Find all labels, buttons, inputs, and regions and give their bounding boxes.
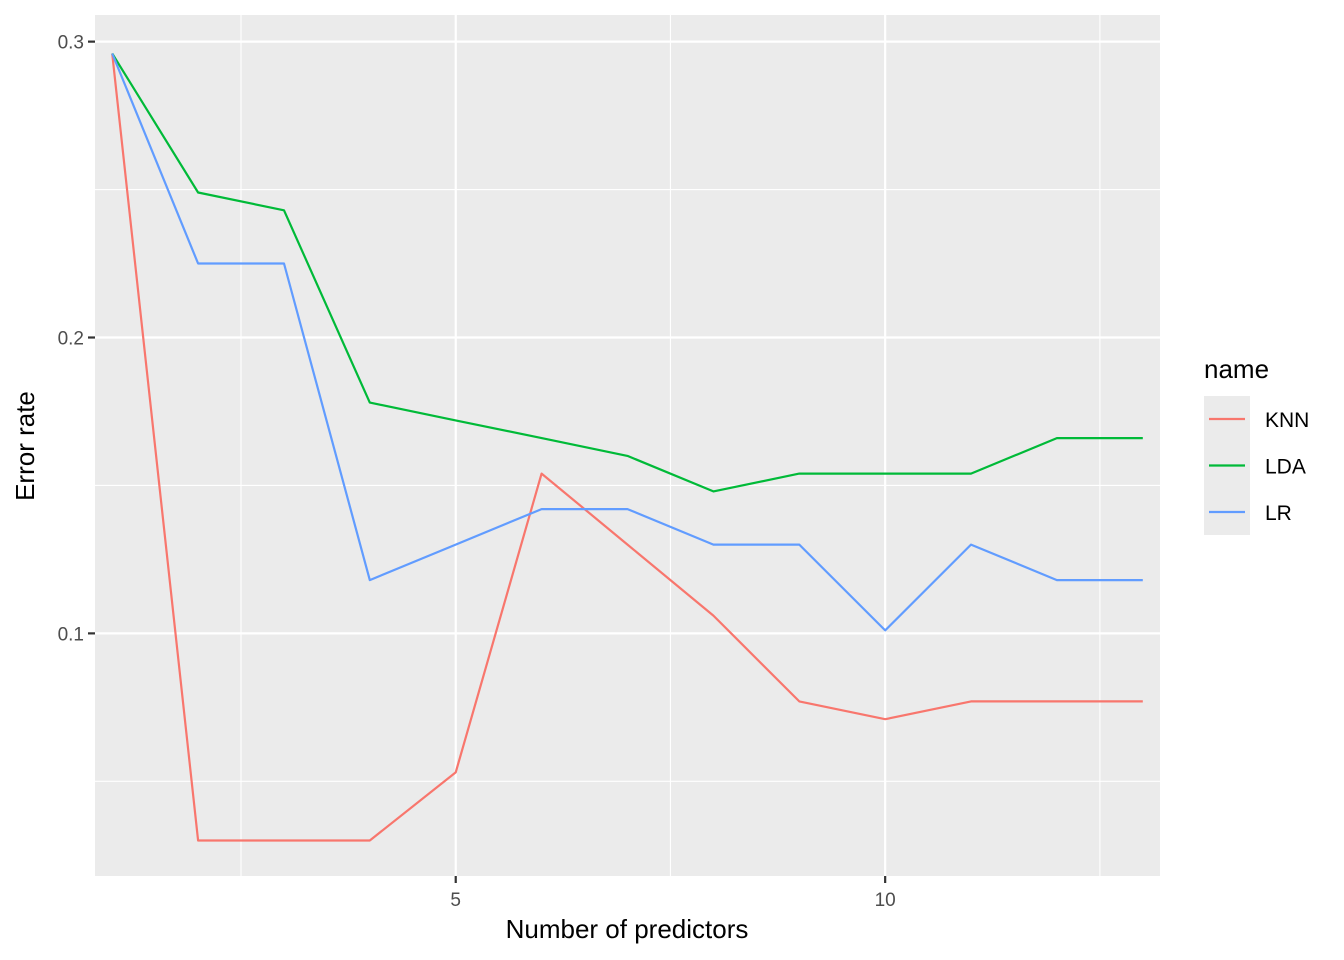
tick-labels: 0.1 0.2 0.3 5 10 [58, 33, 896, 911]
y-tick-label: 0.1 [58, 624, 84, 645]
major-gridlines [95, 15, 1160, 876]
legend-title: name [1204, 354, 1269, 384]
series-lines [111, 52, 1143, 842]
legend-label-lr: LR [1265, 502, 1292, 525]
legend-items: KNN LDA LR [1204, 396, 1309, 535]
y-axis-title: Error rate [10, 391, 40, 501]
legend-label-lda: LDA [1265, 456, 1306, 479]
x-tick-label: 5 [450, 890, 461, 911]
series-line-lda [111, 52, 1143, 493]
minor-gridlines [95, 15, 1160, 876]
series-line-lr [111, 53, 1143, 632]
plot-panel [95, 15, 1160, 876]
x-axis-title: Number of predictors [506, 914, 749, 944]
series-line-knn [111, 53, 1143, 842]
axis-ticks [88, 40, 887, 883]
legend-label-knn: KNN [1265, 409, 1309, 432]
y-tick-label: 0.2 [58, 329, 84, 350]
x-tick-label: 10 [875, 890, 896, 911]
legend: name KNN LDA LR [1204, 354, 1309, 535]
y-tick-label: 0.3 [58, 33, 84, 54]
